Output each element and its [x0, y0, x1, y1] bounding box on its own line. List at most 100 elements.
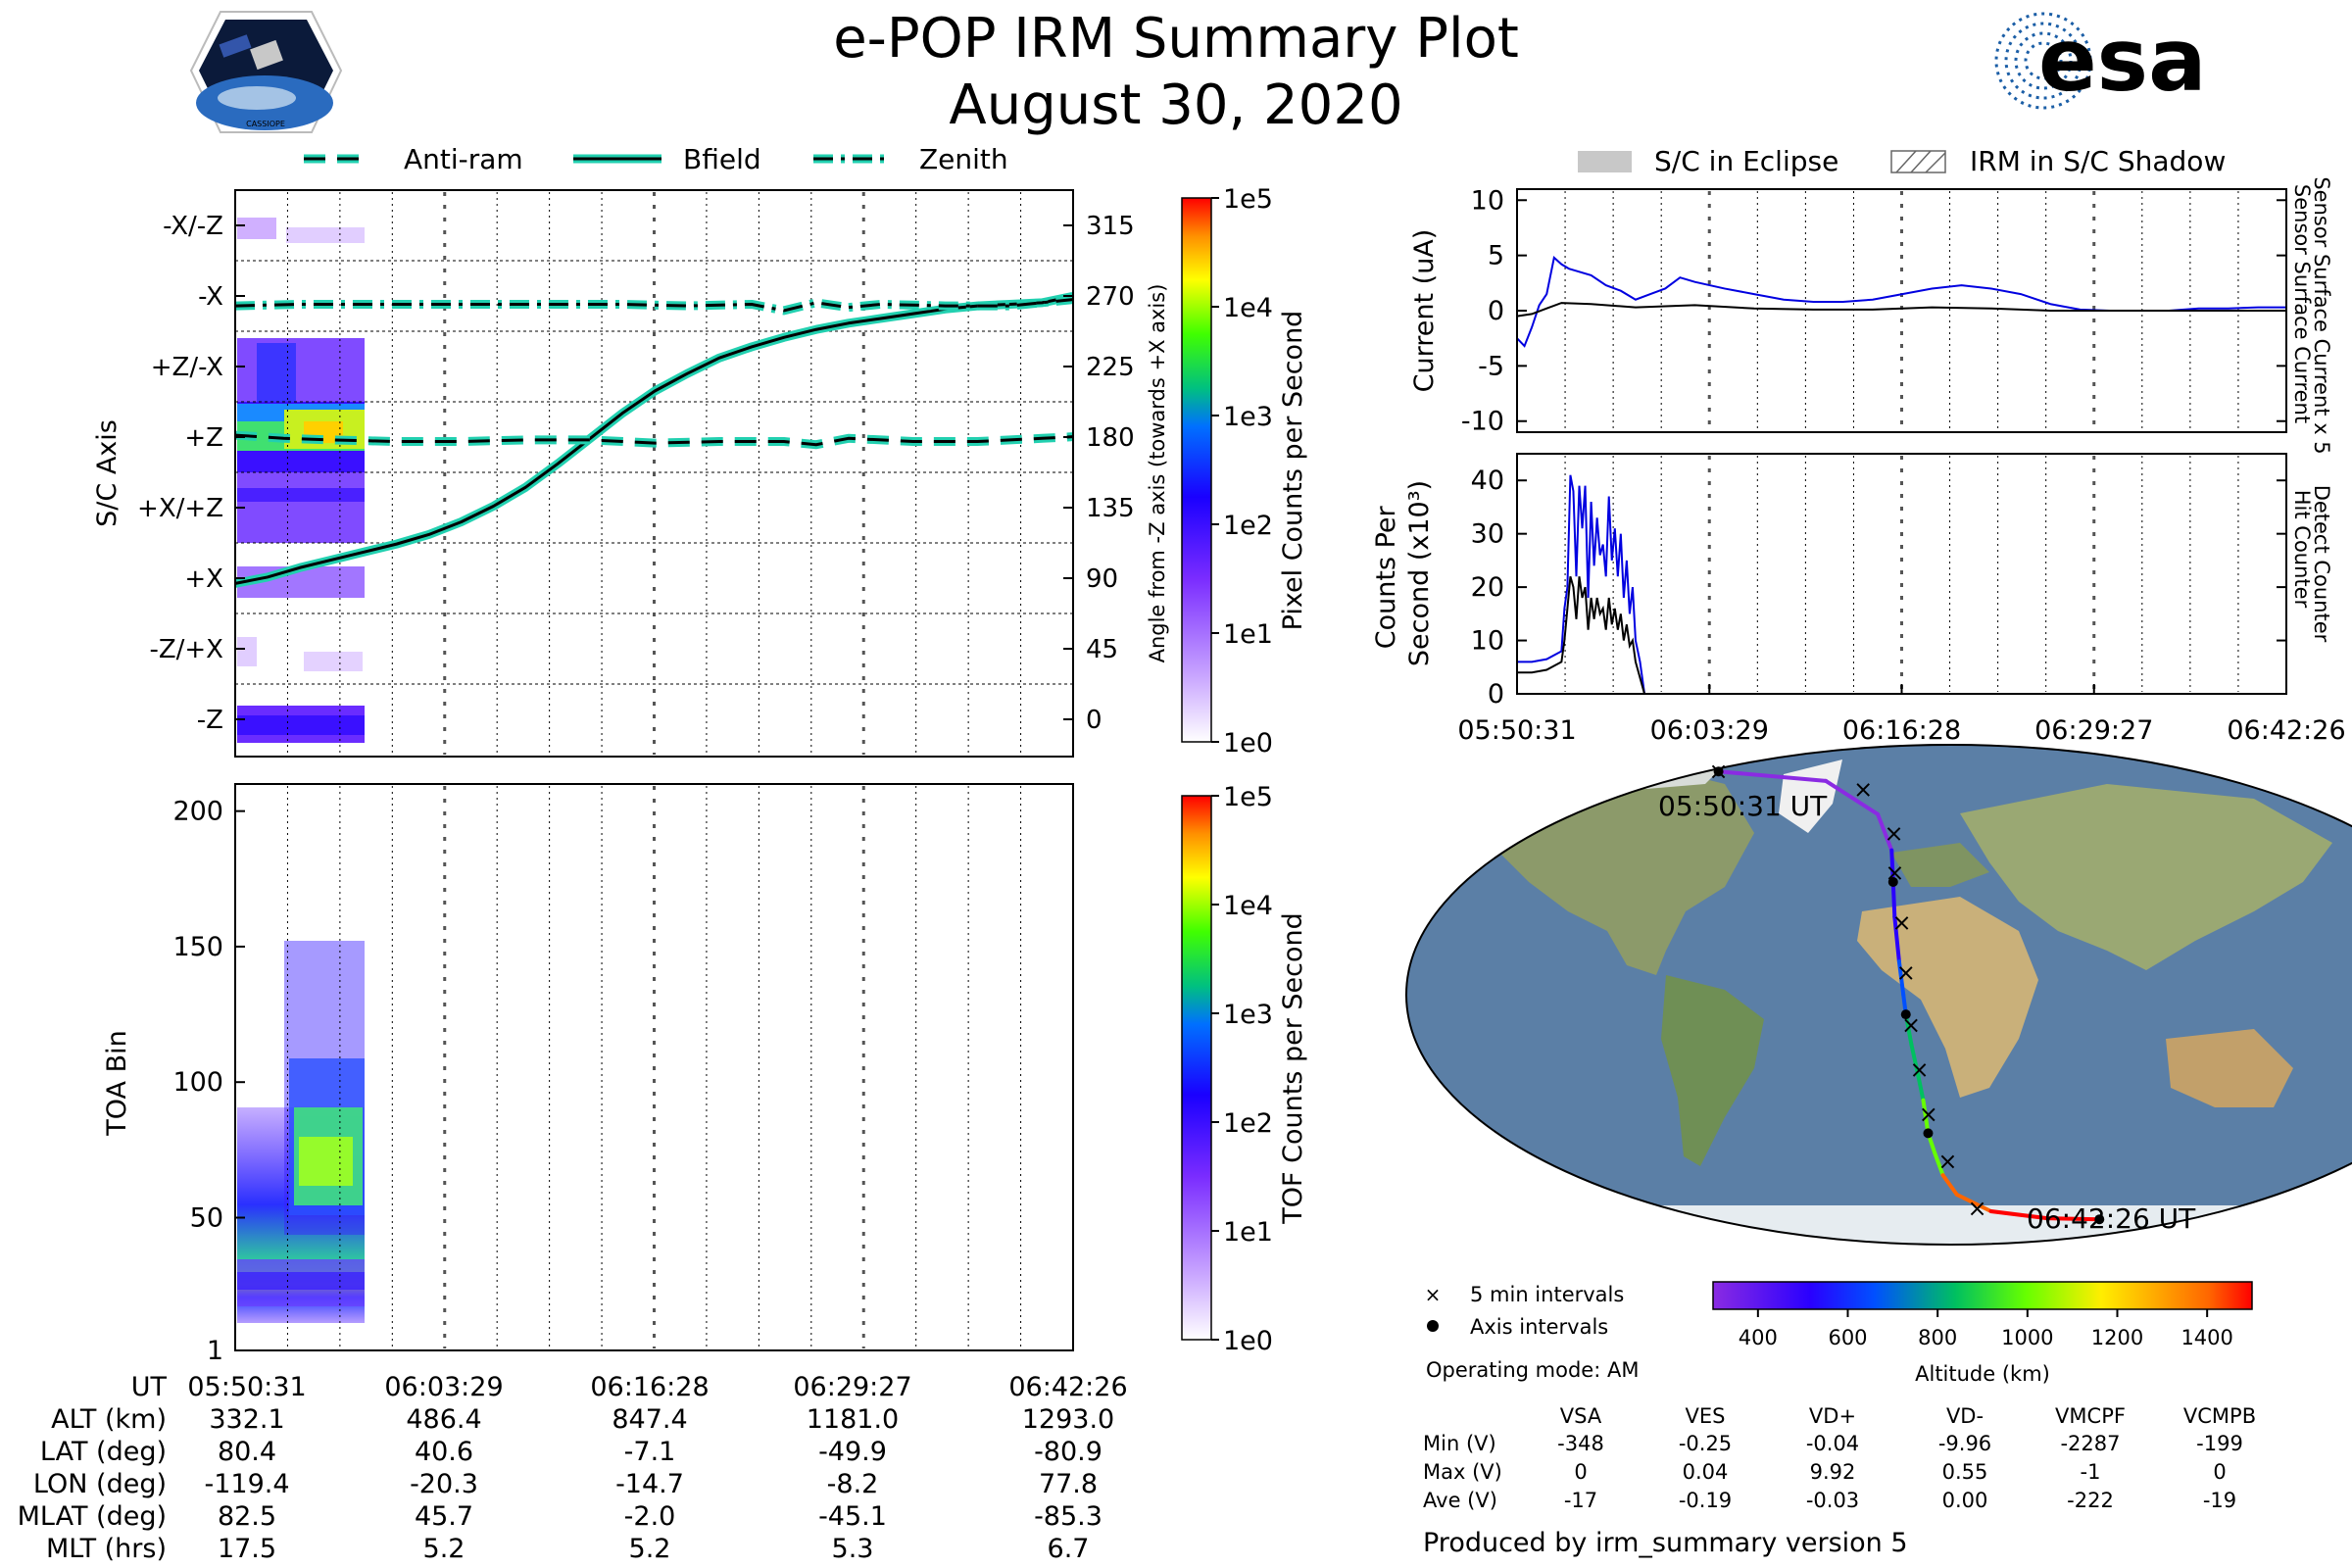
current-panel: 10 5 0 -5 -10 Current (uA) Sensor Surface Cu…	[1409, 176, 2333, 454]
orbit-cell: 1181.0	[807, 1404, 899, 1435]
tof-colorbar: 1e5 1e4 1e3 1e2 1e1 1e0 TOF Counts per Second	[1181, 782, 1308, 1356]
voltage-cell: 0.04	[1683, 1460, 1729, 1484]
toa-tick-label: 200	[172, 797, 223, 827]
orbit-row-label: UT	[131, 1372, 168, 1402]
orbit-cell: 06:42:26	[1008, 1372, 1127, 1402]
altitude-tick-label: 600	[1828, 1326, 1867, 1349]
altitude-label: Altitude (km)	[1915, 1362, 2050, 1386]
orbit-cell: 82.5	[218, 1501, 276, 1532]
colorbar-tick-label: 1e1	[1223, 1217, 1273, 1248]
orbit-cell: -119.4	[204, 1469, 289, 1499]
orbit-cell: 486.4	[406, 1404, 481, 1435]
sc-axis-category-label: -X	[198, 282, 223, 312]
counts-tick-label: 30	[1471, 519, 1504, 550]
track-start-label: 05:50:31 UT	[1658, 790, 1828, 822]
altitude-tick-label: 1200	[2091, 1326, 2143, 1349]
sc-axis-category-label: +X/+Z	[137, 494, 223, 523]
altitude-tick-label: 800	[1918, 1326, 1957, 1349]
track-segment	[1903, 1012, 1914, 1047]
track-end-label: 06:42:26 UT	[2027, 1202, 2196, 1235]
orbit-cell: 45.7	[415, 1501, 473, 1532]
track-segment	[1892, 914, 1901, 963]
track-segment	[1940, 1173, 1959, 1197]
track-segment	[1909, 1043, 1921, 1078]
map-legend: × 5 min intervals Axis intervals	[1425, 1283, 1625, 1339]
sc-axis-panel: -X/-Z -X +Z/-X +Z +X/+Z +X -Z/+X -Z 315 270 225 18…	[92, 189, 1169, 758]
current-tick-label: -5	[1478, 351, 1504, 381]
orbit-cell: 5.3	[832, 1534, 874, 1564]
colorbar-tick-label: 1e2	[1223, 1108, 1273, 1139]
sc-axis-category-label: +Z	[184, 423, 223, 453]
cross-marker-icon: ×	[1425, 1283, 1442, 1306]
voltage-header: VMCPF	[2055, 1404, 2126, 1428]
left-legend: Anti-ram Bfield Zenith	[304, 143, 1008, 175]
five-min-marker: ×	[1891, 908, 1911, 936]
altitude-tick-label: 1400	[2180, 1326, 2232, 1349]
orbit-cell: -80.9	[1034, 1437, 1102, 1467]
orbit-cell: 6.7	[1048, 1534, 1090, 1564]
voltage-cell: -19	[2203, 1489, 2236, 1512]
five-min-marker: ×	[1967, 1195, 1986, 1222]
colorbar-tick-label: 1e4	[1223, 891, 1273, 921]
toa-tick-label: 150	[172, 932, 223, 962]
dot-marker-icon	[1427, 1320, 1439, 1332]
voltage-cell: -0.03	[1806, 1489, 1859, 1512]
orbit-cell: -14.7	[615, 1469, 684, 1499]
voltage-cell: -199	[2196, 1432, 2243, 1455]
voltage-cell: -2287	[2060, 1432, 2120, 1455]
current-tick-label: -10	[1461, 407, 1504, 437]
track-segment	[1916, 1073, 1926, 1102]
sc-angle-tick-label: 270	[1086, 282, 1135, 312]
orbit-cell: 5.2	[629, 1534, 671, 1564]
colorbar-tick-label: 1e1	[1223, 619, 1273, 650]
page-title: e-POP IRM Summary Plot	[833, 7, 1519, 71]
sc-axis-category-label: +X	[184, 564, 223, 594]
voltage-cell: -222	[2067, 1489, 2114, 1512]
footer-text: Produced by irm_summary version 5	[1423, 1528, 1908, 1558]
sc-axis-category-label: -Z/+X	[149, 635, 223, 664]
counts-right-label-blue: Detect Counter	[2310, 485, 2333, 643]
five-min-marker: ×	[1910, 1056, 1930, 1084]
orbit-cell: -7.1	[624, 1437, 676, 1467]
orbit-row-label: MLT (hrs)	[46, 1534, 167, 1564]
orbit-cell: 06:16:28	[590, 1372, 709, 1402]
orbit-cell: 06:29:27	[793, 1372, 911, 1402]
colorbar-tick-label: 1e3	[1223, 402, 1273, 432]
sc-angle-tick-label: 135	[1086, 494, 1135, 523]
axis-marker	[2094, 1214, 2105, 1225]
orbit-table: UT 05:50:31 06:03:29 06:16:28 06:29:27 06:42:…	[18, 1372, 1128, 1564]
axis-marker	[1900, 1009, 1911, 1020]
sc-angle-tick-label: 315	[1086, 212, 1135, 241]
sc-angle-tick-label: 180	[1086, 423, 1135, 453]
counts-tick-label: 20	[1471, 572, 1504, 603]
orbit-cell: -45.1	[818, 1501, 887, 1532]
five-min-marker: ×	[1937, 1148, 1957, 1175]
track-segment	[1876, 811, 1894, 853]
voltage-cell: -17	[1564, 1489, 1597, 1512]
sc-axis-category-label: -X/-Z	[163, 212, 223, 241]
track-segment	[1823, 778, 1881, 816]
five-min-marker: ×	[1896, 958, 1916, 986]
legend-five-min: 5 min intervals	[1470, 1283, 1624, 1306]
orbit-cell: -20.3	[410, 1469, 478, 1499]
voltage-cell: -348	[1557, 1432, 1604, 1455]
voltage-header: VD+	[1809, 1404, 1856, 1428]
orbit-cell: 332.1	[209, 1404, 284, 1435]
current-tick-label: 0	[1488, 296, 1504, 326]
voltage-row-label: Max (V)	[1423, 1460, 1502, 1484]
toa-tick-label: 100	[172, 1067, 223, 1098]
axis-marker	[1713, 766, 1724, 777]
time-tick-label: 05:50:31	[1457, 715, 1576, 746]
orbit-cell: 80.4	[218, 1437, 276, 1467]
track-segment	[1921, 1098, 1931, 1136]
track-segment	[1890, 879, 1897, 919]
legend-eclipse: S/C in Eclipse	[1654, 145, 1838, 177]
voltage-table: VSA VES VD+ VD- VMCPF VCMPB Min (V) -348 -0.25 -0…	[1423, 1404, 2256, 1512]
cassiope-logo-text: CASSIOPE	[246, 120, 285, 128]
colorbar-tick-label: 1e3	[1223, 1000, 1273, 1030]
track-segment	[2044, 1216, 2102, 1222]
voltage-cell: 0	[1574, 1460, 1587, 1484]
sc-axis-category-label: -Z	[197, 706, 223, 735]
orbit-row-label: MLAT (deg)	[18, 1501, 167, 1532]
sc-right-axis-label: Angle from -Z axis (towards +X axis)	[1146, 284, 1169, 663]
